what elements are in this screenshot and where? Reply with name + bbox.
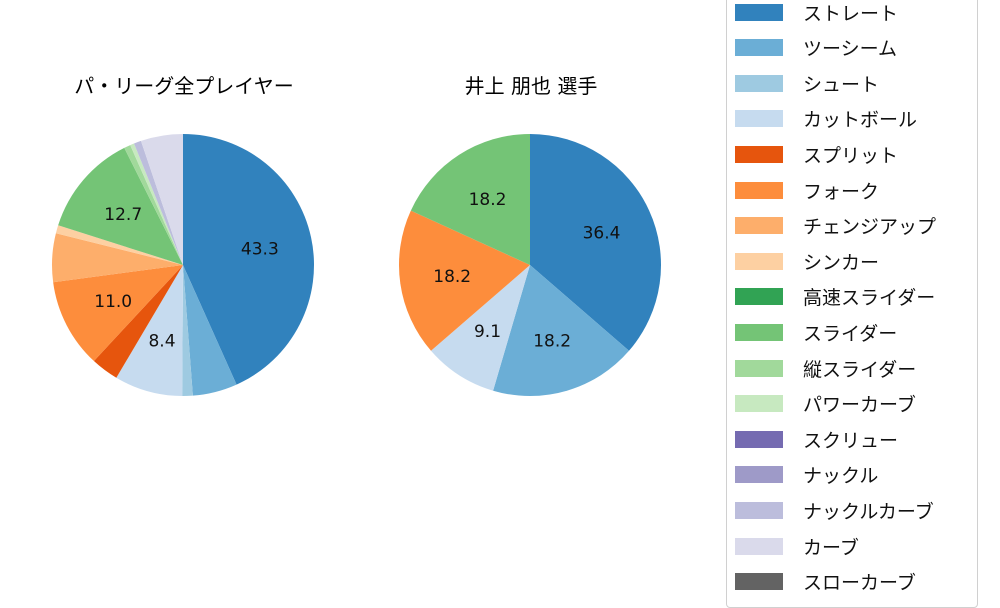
pie-slice — [530, 134, 661, 351]
pie-slice — [134, 140, 183, 265]
legend-item: ナックル — [735, 460, 878, 490]
legend-item: パワーカーブ — [735, 389, 916, 419]
pie-slice — [116, 265, 183, 396]
legend-label: シュート — [803, 73, 880, 96]
legend-label: ストレート — [803, 2, 899, 25]
pie-slice — [58, 147, 183, 265]
slice-percent-label: 18.2 — [433, 267, 471, 287]
legend-item: シュート — [735, 68, 879, 98]
legend-swatch — [735, 395, 783, 413]
legend-label: フォーク — [803, 180, 880, 203]
legend-item: スライダー — [735, 317, 897, 347]
slice-percent-label: 12.7 — [104, 205, 142, 225]
legend-label: カーブ — [803, 536, 859, 559]
pie-slice — [182, 265, 193, 396]
legend-label: パワーカーブ — [803, 394, 916, 417]
legend-item: ツーシーム — [735, 33, 897, 63]
pie-slice — [51, 233, 183, 283]
legend-item: カットボール — [735, 104, 917, 134]
legend-item: 縦スライダー — [735, 353, 916, 383]
pie-slice — [183, 265, 237, 396]
legend-swatch — [735, 573, 783, 591]
legend-label: 高速スライダー — [803, 287, 936, 310]
legend-item: ストレート — [735, 0, 898, 27]
pie-slice — [53, 265, 183, 362]
legend-swatch — [735, 430, 783, 448]
legend-label: スローカーブ — [803, 572, 916, 595]
legend-item: カーブ — [735, 531, 859, 561]
legend-label: 縦スライダー — [803, 358, 917, 381]
slice-percent-label: 8.4 — [148, 332, 175, 352]
pie-slice — [130, 143, 183, 265]
legend-swatch — [735, 39, 783, 57]
pie-slice — [493, 265, 630, 396]
slice-percent-label: 9.1 — [474, 322, 501, 342]
legend-swatch — [735, 110, 783, 128]
legend-label: スプリット — [803, 144, 899, 167]
slice-percent-label: 43.3 — [241, 240, 279, 260]
legend: ストレートツーシームシュートカットボール スプリットフォークチェンジアップ シンカー… — [726, 0, 978, 608]
pie-slice — [410, 134, 530, 265]
legend-label: ツーシーム — [803, 38, 898, 61]
legend-label: スクリュー — [803, 429, 899, 452]
legend-item: 高速スライダー — [735, 282, 935, 312]
legend-swatch — [735, 359, 783, 377]
pie-slice — [399, 210, 530, 351]
legend-swatch — [735, 217, 783, 235]
pie-slice — [183, 134, 315, 385]
legend-label: シンカー — [803, 251, 880, 274]
legend-label: スライダー — [803, 322, 898, 345]
pie-slice — [140, 134, 183, 265]
legend-item: スプリット — [735, 139, 898, 169]
legend-swatch — [735, 537, 783, 555]
legend-swatch — [735, 252, 783, 270]
legend-item: チェンジアップ — [735, 211, 936, 241]
legend-swatch — [735, 323, 783, 341]
pie-slice — [93, 265, 183, 378]
slice-percent-label: 36.4 — [583, 223, 621, 243]
pie-slice — [124, 145, 183, 265]
legend-swatch — [735, 74, 783, 92]
legend-label: チェンジアップ — [803, 216, 937, 239]
legend-label: ナックルカーブ — [803, 500, 934, 523]
slice-percent-label: 18.2 — [533, 331, 571, 351]
slice-percent-label: 18.2 — [469, 190, 507, 210]
pie-charts: 43.3 8.4 11.0 12.7 36.4 18.2 9.1 18.2 18.2 — [51, 134, 661, 396]
legend-item: シンカー — [735, 246, 879, 276]
legend-swatch — [735, 288, 783, 306]
pie-player: 36.4 18.2 9.1 18.2 18.2 — [399, 134, 661, 396]
legend-swatch — [735, 466, 783, 484]
legend-label: ナックル — [803, 465, 879, 488]
legend-item: フォーク — [735, 175, 879, 205]
pie-slice — [430, 265, 530, 391]
legend-item: スクリュー — [735, 424, 898, 454]
legend-swatch — [735, 501, 783, 519]
slice-percent-label: 11.0 — [94, 292, 132, 312]
legend-swatch — [735, 3, 783, 21]
pie-slice — [55, 225, 183, 265]
legend-item: スローカーブ — [735, 567, 916, 597]
legend-label: カットボール — [803, 109, 918, 132]
pie-league: 43.3 8.4 11.0 12.7 — [51, 134, 315, 396]
chart-title-player: 井上 朋也 選手 — [464, 74, 598, 98]
legend-swatch — [735, 145, 783, 163]
legend-item: ナックルカーブ — [735, 495, 934, 525]
legend-swatch — [735, 181, 783, 199]
chart-title-league: パ・リーグ全プレイヤー — [74, 74, 294, 98]
